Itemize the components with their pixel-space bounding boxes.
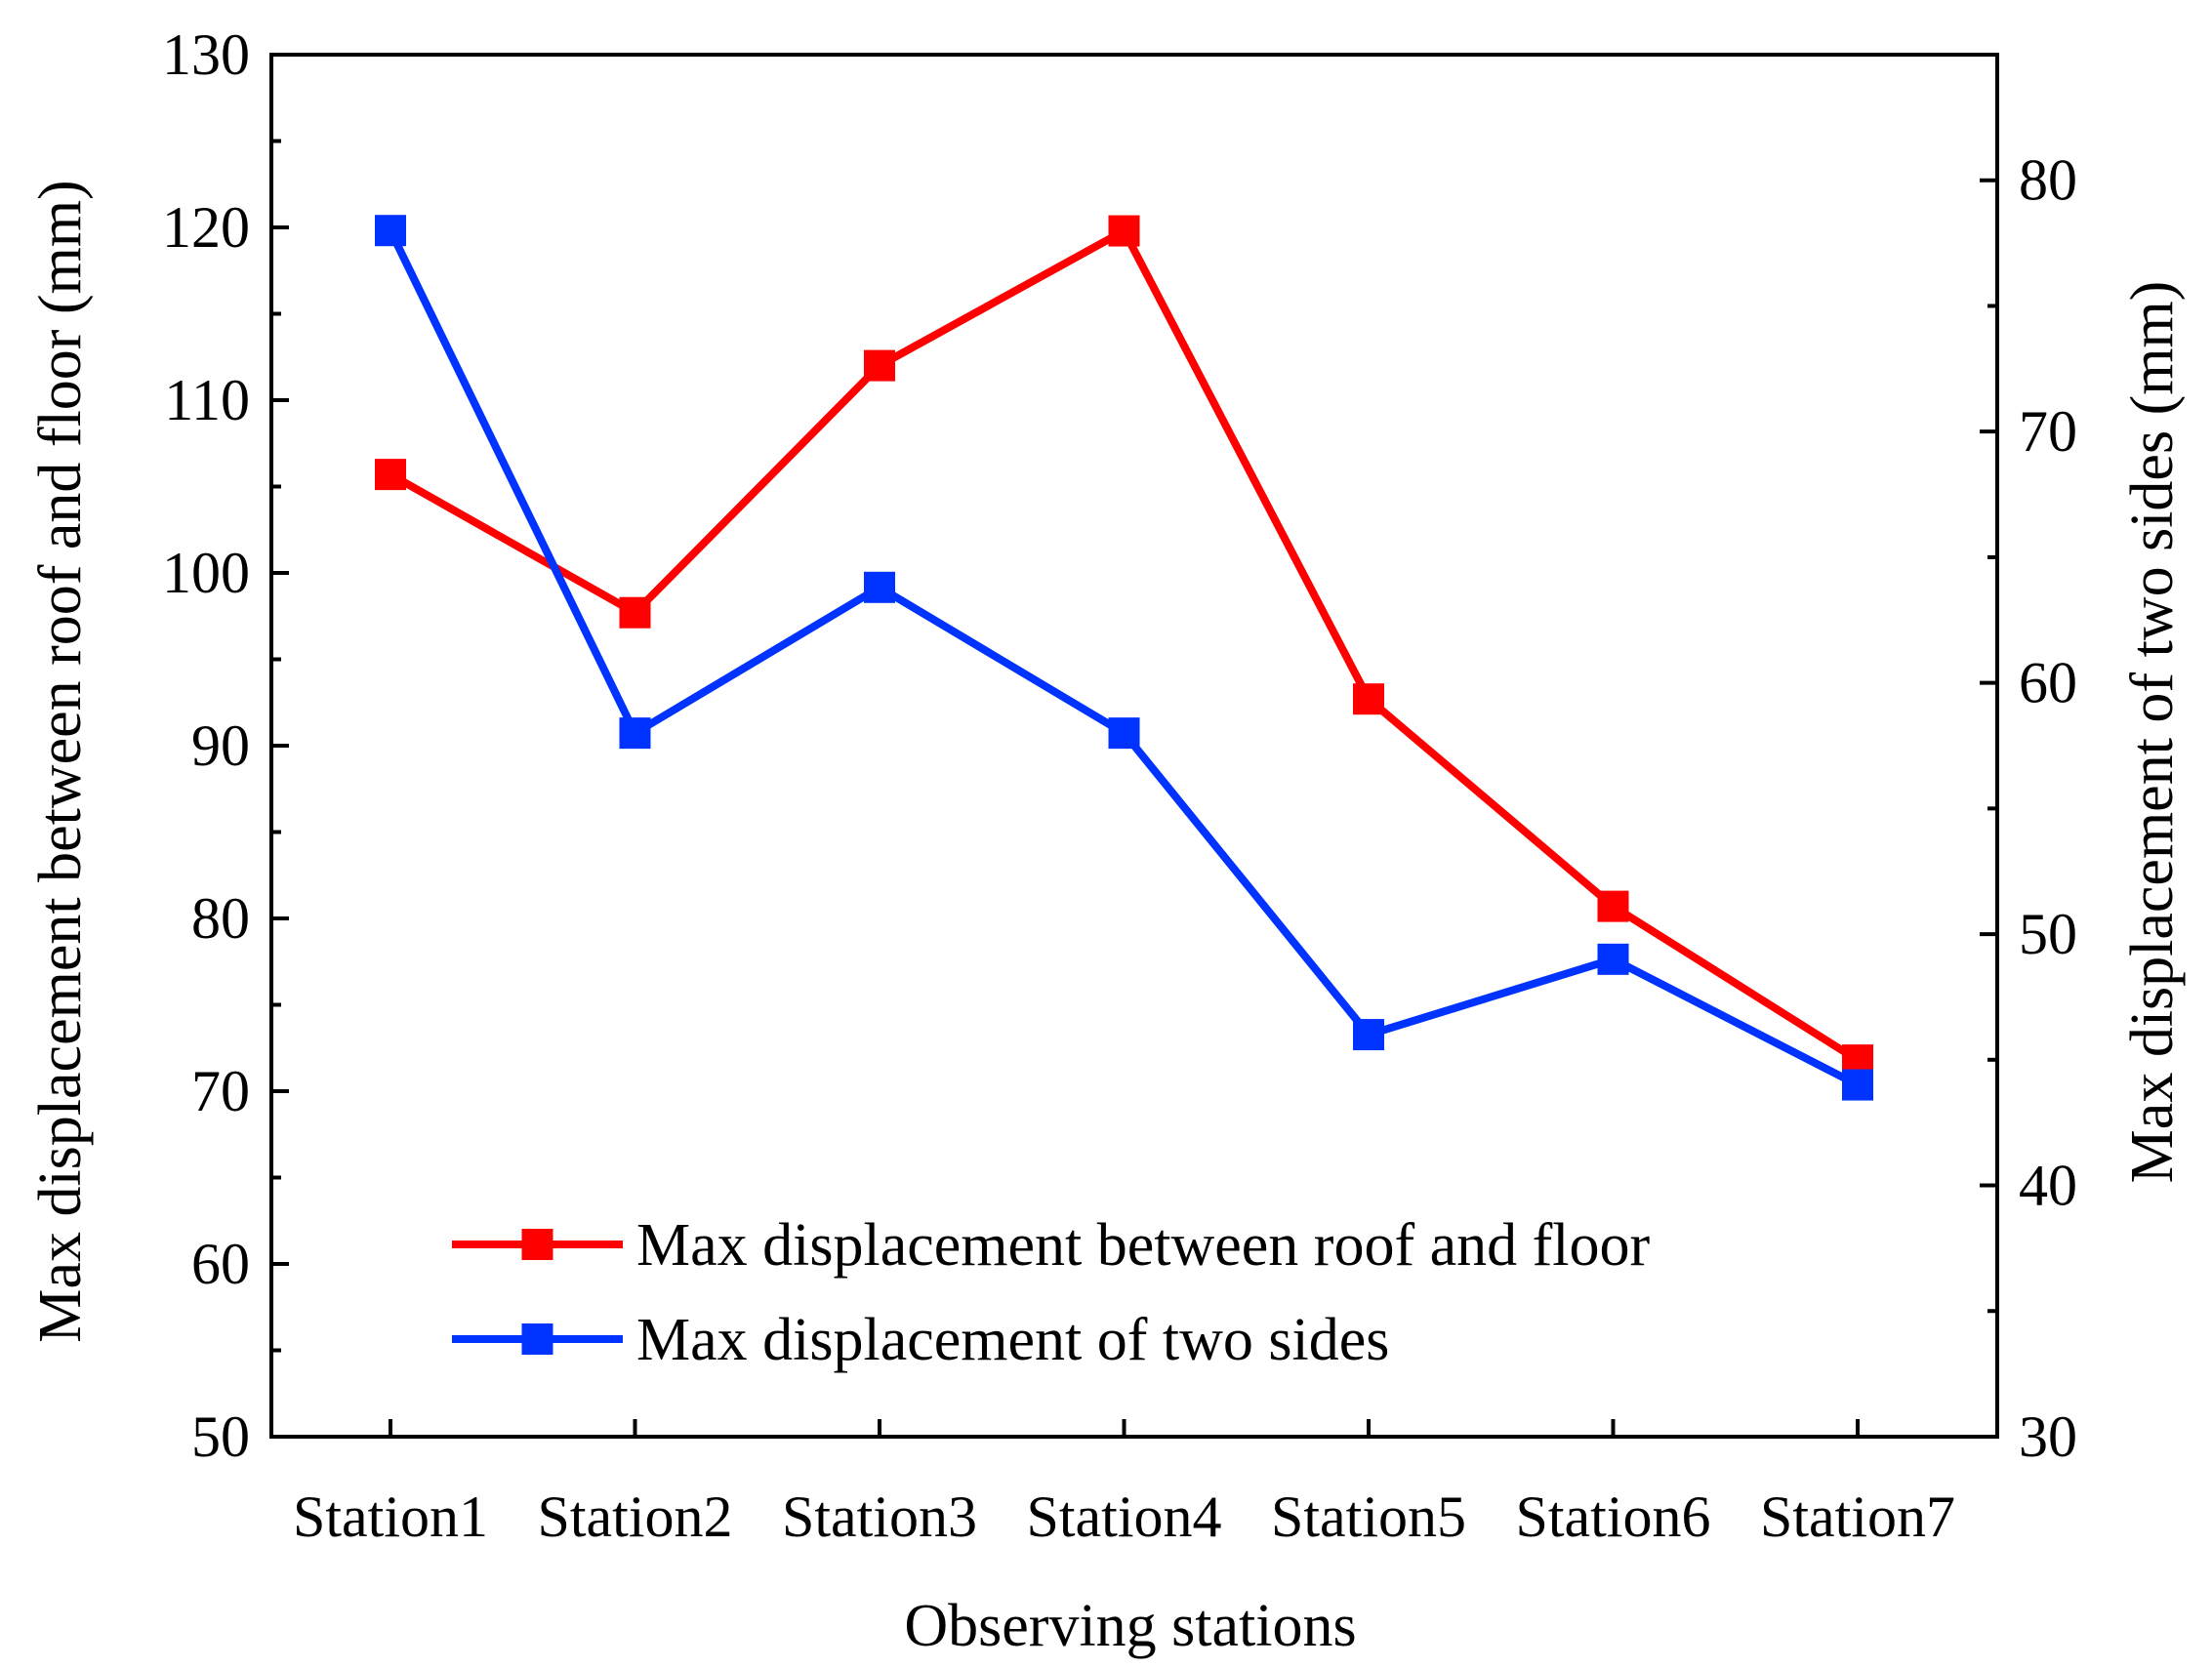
legend-marker — [521, 1229, 553, 1260]
data-point-marker — [375, 215, 406, 247]
legend-label: Max displacement of two sides — [636, 1307, 1389, 1373]
left-y-tick-label: 60 — [191, 1232, 250, 1296]
right-y-tick-label: 50 — [2019, 902, 2077, 966]
right-y-tick-label: 70 — [2019, 399, 2077, 464]
data-point-marker — [1597, 890, 1629, 922]
left-y-tick-label: 120 — [162, 195, 250, 260]
right-y-tick-label: 60 — [2019, 651, 2077, 715]
series-2 — [375, 215, 1873, 1101]
left-y-tick-label: 80 — [191, 886, 250, 951]
left-y-tick-label: 130 — [162, 22, 250, 87]
legend-label: Max displacement between roof and floor — [636, 1212, 1650, 1279]
data-point-marker — [375, 459, 406, 491]
x-tick-label: Station3 — [782, 1485, 977, 1549]
axis-ticks: 50 60 70 80 90 100 110 120 130 30 40 50 60 70 80 Statio… — [162, 22, 2077, 1549]
x-tick-label: Station7 — [1760, 1485, 1955, 1549]
series-lines — [375, 215, 1873, 1101]
data-point-marker — [619, 717, 651, 750]
left-y-tick-label: 70 — [191, 1059, 250, 1123]
right-y-tick-label: 40 — [2019, 1154, 2077, 1218]
left-y-tick-label: 110 — [164, 368, 250, 432]
data-point-marker — [1597, 943, 1629, 975]
data-point-marker — [1353, 683, 1384, 715]
data-point-marker — [864, 571, 895, 603]
data-point-marker — [1842, 1069, 1873, 1101]
data-point-marker — [619, 596, 651, 629]
right-y-axis-title: Max displacement of two sides (mm) — [2119, 281, 2186, 1184]
left-y-tick-label: 50 — [191, 1404, 250, 1469]
right-y-tick-label: 30 — [2019, 1404, 2077, 1469]
x-axis-title: Observing stations — [904, 1593, 1356, 1659]
legend-marker — [521, 1323, 553, 1355]
data-point-marker — [1353, 1019, 1384, 1051]
x-tick-label: Station5 — [1271, 1485, 1466, 1549]
data-point-marker — [1108, 717, 1140, 750]
left-y-axis-title: Max displacement between roof and floor … — [27, 180, 94, 1342]
left-y-tick-label: 100 — [162, 541, 250, 605]
x-tick-label: Station1 — [293, 1485, 488, 1549]
legend: Max displacement between roof and floor M… — [452, 1212, 1650, 1373]
x-tick-label: Station4 — [1026, 1485, 1221, 1549]
data-point-marker — [1108, 215, 1140, 247]
left-y-tick-label: 90 — [191, 713, 250, 778]
data-point-marker — [864, 349, 895, 382]
x-tick-label: Station2 — [537, 1485, 732, 1549]
x-tick-label: Station6 — [1515, 1485, 1710, 1549]
right-y-tick-label: 80 — [2019, 148, 2077, 213]
